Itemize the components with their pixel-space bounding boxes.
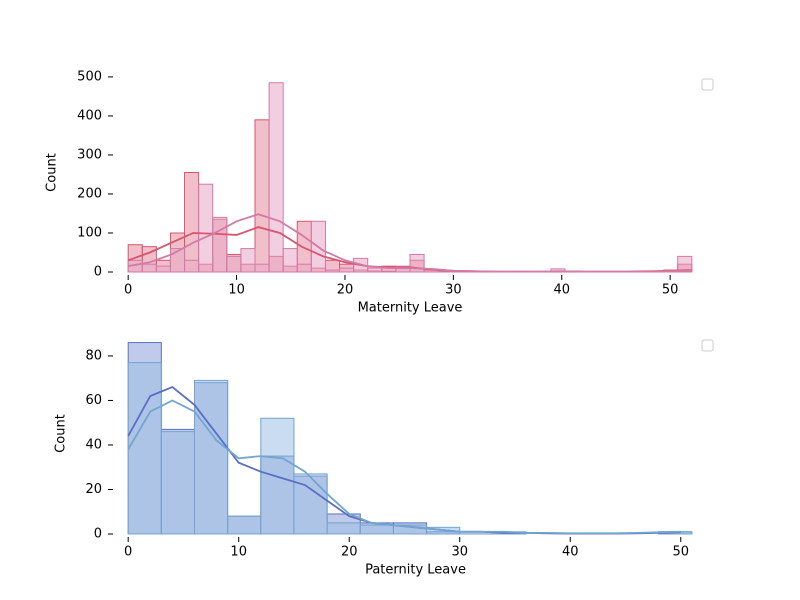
bar bbox=[282, 248, 298, 273]
y-tick-label: 200 bbox=[77, 186, 102, 201]
y-tick-label: 0 bbox=[94, 527, 102, 542]
y-tick-label: 0 bbox=[94, 265, 102, 280]
bar bbox=[268, 82, 284, 273]
x-axis-label: Maternity Leave bbox=[358, 301, 463, 316]
x-tick-label: 30 bbox=[445, 283, 462, 298]
x-tick-label: 20 bbox=[341, 545, 358, 560]
x-tick-label: 50 bbox=[672, 545, 689, 560]
bar bbox=[198, 183, 214, 273]
bar bbox=[677, 255, 693, 273]
bar bbox=[226, 255, 242, 273]
x-tick-label: 40 bbox=[553, 283, 570, 298]
bar bbox=[127, 362, 162, 535]
bar bbox=[367, 267, 383, 273]
bar bbox=[254, 119, 270, 273]
bar bbox=[296, 263, 312, 273]
bar bbox=[339, 267, 355, 273]
kde-line bbox=[127, 399, 681, 535]
y-tick-label: 80 bbox=[85, 348, 102, 363]
x-tick-label: 30 bbox=[451, 545, 468, 560]
bar bbox=[381, 270, 397, 273]
bar bbox=[184, 259, 200, 273]
y-axis-label: Count bbox=[54, 414, 69, 453]
x-tick-label: 0 bbox=[124, 545, 132, 560]
bar bbox=[160, 431, 195, 535]
x-tick-label: 50 bbox=[662, 283, 679, 298]
bar bbox=[324, 269, 341, 273]
bar bbox=[326, 522, 361, 535]
x-tick-label: 0 bbox=[124, 283, 132, 298]
legend bbox=[701, 78, 714, 91]
bar bbox=[254, 263, 270, 273]
bar bbox=[359, 524, 394, 535]
bar bbox=[155, 265, 171, 273]
y-tick-label: 100 bbox=[77, 225, 102, 240]
x-tick-label: 10 bbox=[230, 545, 247, 560]
bar bbox=[212, 216, 228, 273]
y-tick-label: 40 bbox=[85, 437, 102, 452]
y-tick-label: 20 bbox=[85, 482, 102, 497]
x-tick-label: 40 bbox=[562, 545, 579, 560]
x-tick-label: 10 bbox=[228, 283, 245, 298]
bar bbox=[227, 515, 262, 535]
y-tick-label: 500 bbox=[77, 69, 102, 84]
y-tick-label: 400 bbox=[77, 108, 102, 123]
bar bbox=[141, 263, 157, 273]
y-tick-label: 300 bbox=[77, 147, 102, 162]
bar bbox=[240, 248, 256, 273]
x-tick-label: 20 bbox=[337, 283, 354, 298]
legend bbox=[701, 339, 714, 352]
y-axis-label: Count bbox=[45, 153, 60, 192]
y-tick-label: 60 bbox=[85, 393, 102, 408]
bar bbox=[184, 172, 200, 273]
bar bbox=[193, 379, 229, 535]
x-axis-label: Paternity Leave bbox=[365, 563, 466, 578]
kde-line bbox=[128, 213, 692, 273]
